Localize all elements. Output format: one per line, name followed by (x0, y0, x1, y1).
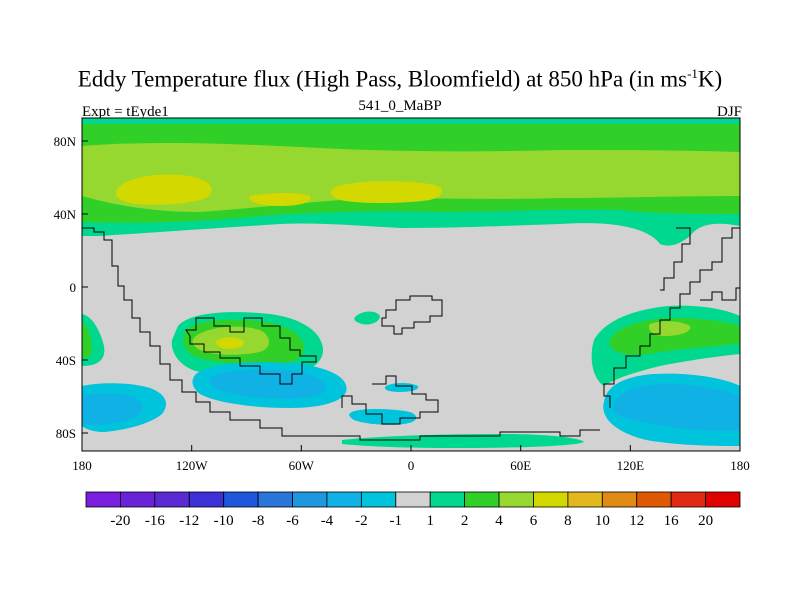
sh-negative-drake-2 (209, 369, 326, 399)
sh-positive-australia-3 (648, 321, 691, 336)
x-tick-60e: 60E (510, 458, 531, 473)
sh-negative-indian-ocean-2 (614, 384, 740, 431)
title-tail: K) (697, 66, 723, 92)
coastlines (82, 227, 740, 441)
axis-ticks (81, 140, 741, 451)
experiment-code: 541_0_MaBP (358, 98, 442, 114)
colorbar-label-2: -12 (179, 513, 199, 529)
sh-negative-south-atlantic-2 (384, 383, 419, 392)
title-main: Eddy Temperature flux (High Pass, Bloomf… (77, 66, 688, 92)
title-superscript: -1 (687, 66, 698, 81)
nh-band-level4a (116, 174, 212, 205)
coastline-africa (381, 295, 443, 335)
colorbar-label-7: -2 (355, 513, 368, 529)
coastline-antarctica (282, 429, 600, 441)
colorbar-box-7 (326, 491, 362, 508)
coastline-indonesia (700, 287, 740, 301)
colorbar-label-9: 1 (426, 513, 434, 529)
colorbar-box-1 (120, 491, 156, 508)
nh-band-level4b (330, 181, 442, 203)
sh-positive-west-edge-2 (82, 322, 92, 358)
season-label: DJF (716, 104, 742, 120)
sh-positive-atlantic (354, 311, 380, 325)
map-plot: 180 120W 60W 0 60E 120E 180 80N 40N 0 40… (54, 117, 750, 473)
y-tick-40n: 40N (54, 207, 77, 222)
colorbar-box-4 (223, 491, 259, 508)
colorbar-label-13: 8 (564, 513, 572, 529)
colorbar-box-13 (533, 491, 569, 508)
colorbar-label-6: -4 (321, 513, 334, 529)
experiment-label: Expt = tEyde1 (82, 104, 169, 120)
sh-positive-south-america-4 (215, 337, 244, 349)
colorbar-box-12 (498, 491, 534, 508)
colorbar-label-10: 2 (461, 513, 469, 529)
y-tick-40s: 40S (56, 353, 76, 368)
colorbar-label-16: 16 (664, 513, 680, 529)
map-title: Eddy Temperature flux (High Pass, Bloomf… (0, 66, 800, 93)
x-tick-labels: 180 120W 60W 0 60E 120E 180 (72, 458, 750, 473)
y-tick-0: 0 (70, 280, 77, 295)
colorbar-box-6 (292, 491, 328, 508)
colorbar-label-8: -1 (390, 513, 403, 529)
colorbar: -20 -16 -12 -10 -8 -6 -4 -2 -1 1 2 4 6 8 10 12 16 20 (85, 491, 741, 529)
x-tick-180e: 180 (730, 458, 750, 473)
nh-band-level4c (249, 193, 311, 206)
colorbar-box-18 (705, 491, 741, 508)
y-tick-labels: 80N 40N 0 40S 80S (54, 134, 77, 441)
coastline-asia-east (603, 227, 740, 408)
colorbar-box-17 (670, 491, 706, 508)
colorbar-label-14: 10 (595, 513, 610, 529)
colorbar-box-10 (429, 491, 466, 508)
nh-band-level3 (82, 142, 740, 212)
colorbar-label-11: 4 (495, 513, 503, 529)
colorbar-label-3: -10 (214, 513, 234, 529)
colorbar-box-11 (464, 491, 500, 508)
colorbar-label-1: -16 (145, 513, 165, 529)
sh-positive-antarctic-strip (342, 434, 584, 448)
colorbar-label-12: 6 (530, 513, 538, 529)
x-tick-60w: 60W (289, 458, 315, 473)
colorbar-label-4: -8 (252, 513, 265, 529)
colorbar-box-16 (636, 491, 672, 508)
coastline-south-america (185, 317, 317, 385)
x-tick-120w: 120W (176, 458, 209, 473)
colorbar-box-3 (188, 491, 225, 508)
colorbar-box-5 (257, 491, 293, 508)
coastline-africa-south (341, 375, 439, 425)
colorbar-box-2 (154, 491, 190, 508)
coastline-americas-west (82, 227, 300, 437)
colorbar-label-0: -20 (110, 513, 130, 529)
colorbar-label-5: -6 (286, 513, 299, 529)
x-tick-120e: 120E (617, 458, 645, 473)
y-tick-80n: 80N (54, 134, 77, 149)
colorbar-label-15: 12 (629, 513, 644, 529)
sh-negative-pacific-2 (82, 393, 143, 425)
y-tick-80s: 80S (56, 426, 76, 441)
x-tick-0: 0 (408, 458, 415, 473)
colorbar-box-9 (395, 491, 431, 508)
colorbar-box-14 (567, 491, 603, 508)
colorbar-box-8 (360, 491, 397, 508)
coastline-japan (660, 227, 691, 291)
colorbar-label-17: 20 (698, 513, 713, 529)
colorbar-box-15 (601, 491, 638, 508)
colorbar-box-0 (85, 491, 121, 508)
x-tick-180w: 180 (72, 458, 92, 473)
